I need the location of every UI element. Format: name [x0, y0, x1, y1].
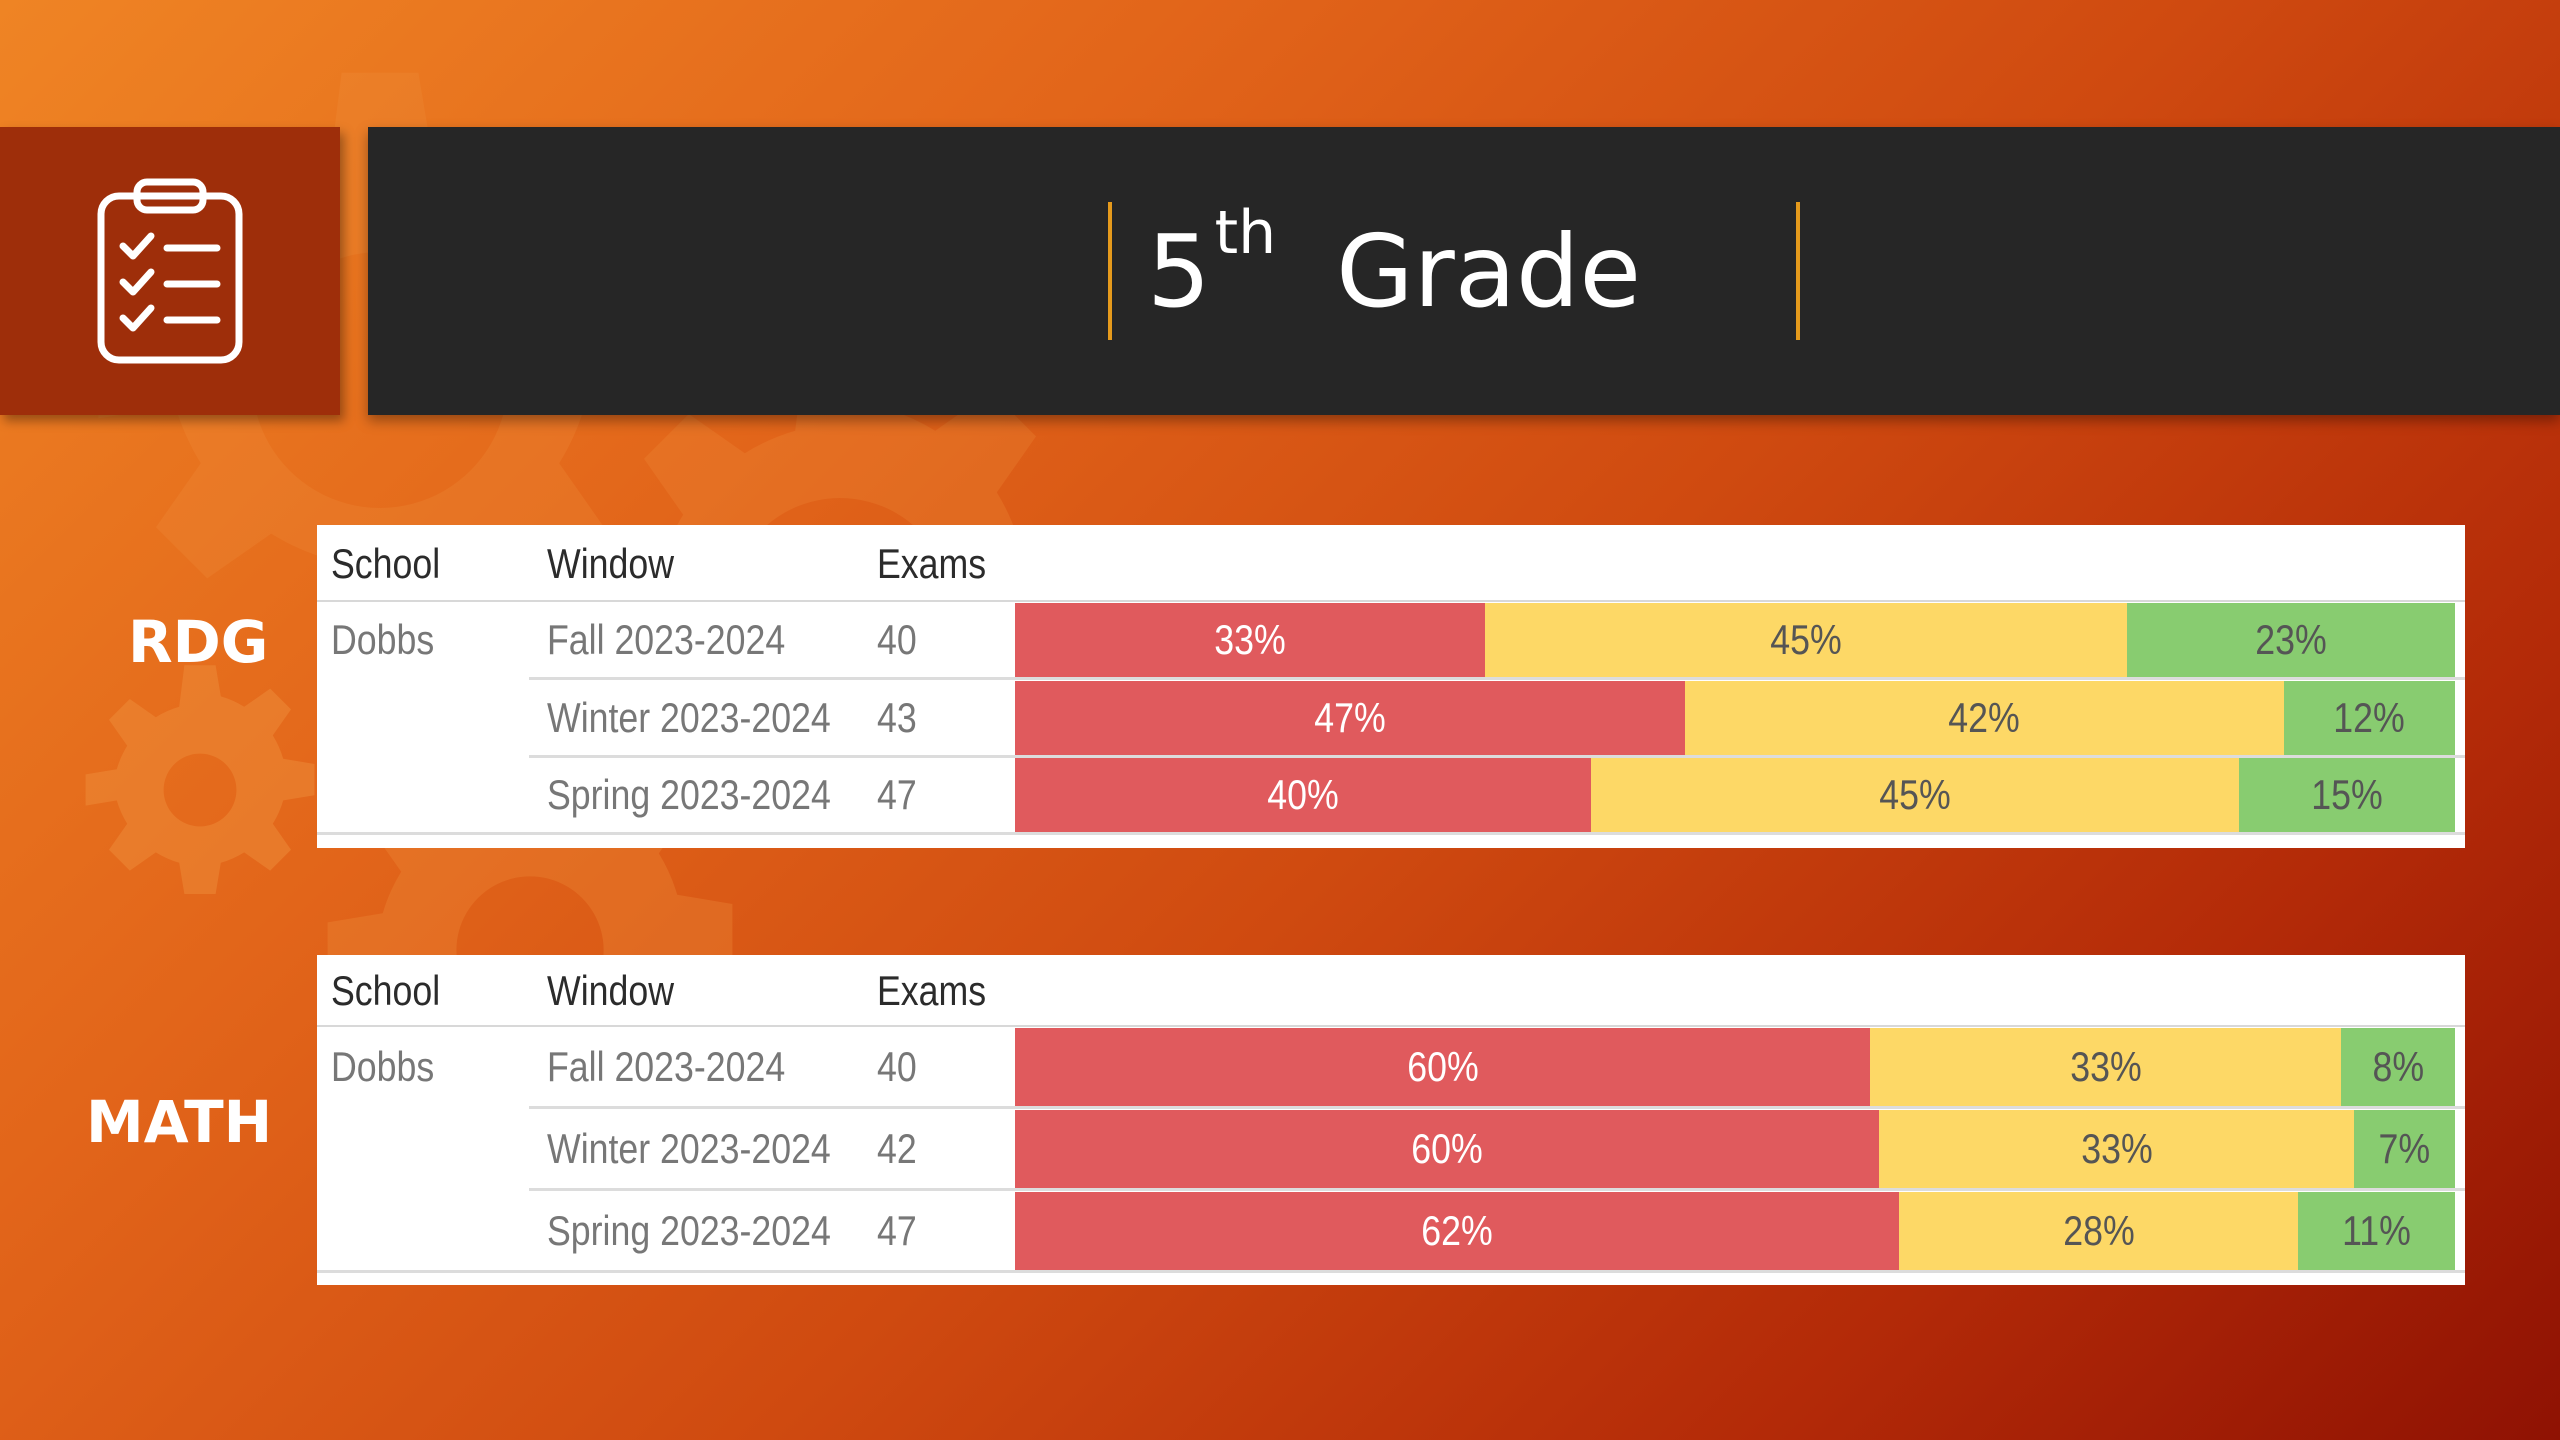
grade-suffix: th: [1214, 198, 1277, 268]
row-divider: [529, 1106, 2465, 1109]
exams-cell: 43: [877, 694, 917, 741]
stacked-bar: 33% 45% 23%: [1015, 603, 2455, 677]
school-cell: Dobbs: [331, 616, 435, 663]
subject-label-math: MATH: [86, 1088, 273, 1156]
bar-segment-red: 33%: [1015, 603, 1486, 677]
bar-segment-green: 7%: [2354, 1110, 2455, 1188]
data-label: 33%: [2080, 1125, 2153, 1172]
exams-cell: 40: [877, 1043, 917, 1090]
bar-segment-red: 47%: [1015, 681, 1686, 755]
column-header-exams: Exams: [877, 539, 987, 587]
bar-segment-green: 12%: [2283, 681, 2455, 755]
data-label: 62%: [1421, 1207, 1493, 1254]
gear-icon: [85, 665, 315, 894]
title-divider-left: [1108, 202, 1112, 340]
row-divider: [529, 1188, 2465, 1191]
data-label: 8%: [2372, 1043, 2424, 1090]
row-divider: [529, 677, 2465, 680]
window-cell: Fall 2023-2024: [547, 616, 786, 663]
rdg-table: School Window Exams Dobbs Fall 2023-2024 40 33…: [317, 525, 2465, 848]
row-divider: [529, 755, 2465, 758]
column-header-window: Window: [547, 967, 674, 1014]
clipboard-icon-box: [0, 127, 340, 415]
data-label: 12%: [2333, 694, 2406, 741]
stacked-bar: 40% 45% 15%: [1015, 758, 2455, 832]
column-header-window: Window: [547, 539, 674, 587]
bar-segment-yellow: 28%: [1898, 1192, 2299, 1270]
data-label: 28%: [2062, 1207, 2135, 1254]
data-label: 60%: [1406, 1043, 1479, 1090]
bar-segment-red: 60%: [1015, 1028, 1871, 1106]
data-label: 23%: [2255, 616, 2327, 663]
row-divider: [317, 1270, 2465, 1273]
data-label: 11%: [2342, 1207, 2411, 1254]
bar-segment-red: 40%: [1015, 758, 1591, 832]
clipboard-checklist-icon: [97, 178, 243, 364]
data-label: 47%: [1314, 694, 1386, 741]
bar-segment-green: 11%: [2298, 1192, 2455, 1270]
window-cell: Spring 2023-2024: [547, 771, 831, 818]
row-divider: [317, 832, 2465, 835]
bar-segment-green: 15%: [2239, 758, 2455, 832]
window-cell: Fall 2023-2024: [547, 1043, 786, 1090]
data-label: 45%: [1879, 771, 1951, 818]
stacked-bar: 62% 28% 11%: [1015, 1192, 2455, 1270]
exams-cell: 47: [877, 771, 917, 818]
grade-word: Grade: [1336, 212, 1642, 330]
data-label: 15%: [2311, 771, 2383, 818]
header-divider: [317, 600, 2465, 602]
data-label: 7%: [2378, 1125, 2431, 1172]
stacked-bar: 60% 33% 8%: [1015, 1028, 2455, 1106]
grade-number: 5: [1146, 212, 1211, 330]
column-header-exams: Exams: [877, 967, 987, 1014]
stacked-bar: 60% 33% 7%: [1015, 1110, 2455, 1188]
data-label: 40%: [1267, 771, 1339, 818]
data-label: 60%: [1411, 1125, 1483, 1172]
window-cell: Spring 2023-2024: [547, 1207, 831, 1254]
bar-segment-red: 62%: [1015, 1192, 1899, 1270]
data-label: 33%: [1214, 616, 1286, 663]
bar-segment-red: 60%: [1015, 1110, 1879, 1188]
subject-label-rdg: RDG: [128, 608, 269, 676]
window-cell: Winter 2023-2024: [547, 694, 831, 741]
column-header-school: School: [331, 539, 441, 587]
bar-segment-yellow: 45%: [1485, 603, 2128, 677]
school-cell: Dobbs: [331, 1043, 435, 1090]
bar-segment-green: 23%: [2127, 603, 2455, 677]
exams-cell: 42: [877, 1125, 917, 1172]
exams-cell: 47: [877, 1207, 917, 1254]
data-label: 33%: [2069, 1043, 2142, 1090]
math-table: School Window Exams Dobbs Fall 2023-2024 40 60…: [317, 955, 2465, 1285]
title-divider-right: [1796, 202, 1800, 340]
bar-segment-yellow: 33%: [1870, 1028, 2341, 1106]
bar-segment-yellow: 42%: [1685, 681, 2284, 755]
data-label: 42%: [1948, 694, 2021, 741]
header-divider: [317, 1025, 2465, 1027]
data-label: 45%: [1770, 616, 1842, 663]
stacked-bar: 47% 42% 12%: [1015, 681, 2455, 755]
column-header-school: School: [331, 967, 441, 1014]
bar-segment-yellow: 33%: [1879, 1110, 2355, 1188]
bar-segment-yellow: 45%: [1591, 758, 2239, 832]
exams-cell: 40: [877, 616, 917, 663]
window-cell: Winter 2023-2024: [547, 1125, 831, 1172]
bar-segment-green: 8%: [2340, 1028, 2455, 1106]
